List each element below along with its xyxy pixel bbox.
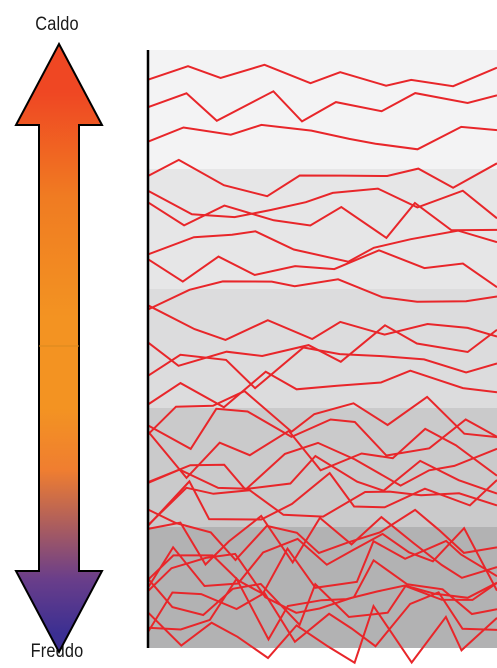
particle-line <box>147 427 497 480</box>
particle-line <box>147 304 497 341</box>
particle-line <box>147 278 497 311</box>
particle-line <box>147 346 497 390</box>
particle-line <box>147 90 497 123</box>
particle-line <box>147 158 497 198</box>
particle-line <box>147 249 497 289</box>
particle-line <box>147 407 497 457</box>
particle-line <box>147 201 497 240</box>
hot-label: Caldo <box>35 14 79 35</box>
particle-line <box>147 514 497 579</box>
particle-line <box>147 603 497 665</box>
particle-line <box>147 63 497 88</box>
particle-line <box>147 591 497 648</box>
double-arrow-icon <box>14 41 104 655</box>
particle-line <box>147 324 497 367</box>
cold-label: Freddo <box>30 641 84 662</box>
particle-line <box>147 508 497 562</box>
particle-line <box>147 123 497 151</box>
temperature-band <box>148 169 497 289</box>
particle-line <box>147 552 497 616</box>
temperature-band <box>148 289 497 409</box>
particle-line <box>147 369 497 409</box>
particle-line <box>147 187 497 220</box>
particle-line <box>147 578 497 627</box>
particle-line <box>147 229 497 263</box>
particle-line <box>147 389 497 439</box>
particle-line <box>147 454 497 495</box>
particle-line <box>147 539 497 596</box>
particle-line <box>147 486 497 526</box>
particle-line <box>147 526 497 592</box>
